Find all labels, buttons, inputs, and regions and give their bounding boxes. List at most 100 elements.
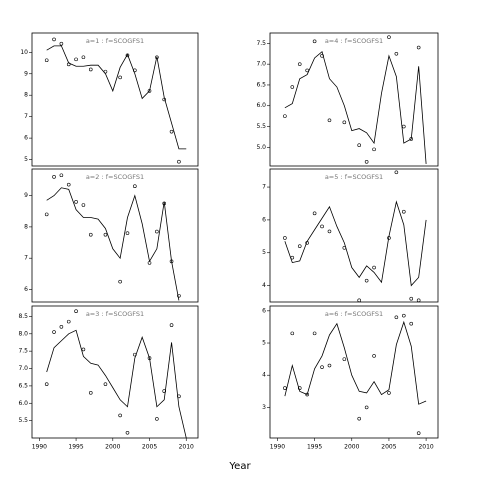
y-tick-label: 9 xyxy=(24,70,28,77)
y-tick-label: 7 xyxy=(24,255,28,262)
data-point xyxy=(327,363,332,368)
data-point xyxy=(387,391,391,395)
panel-frame xyxy=(31,305,199,439)
fit-line xyxy=(284,200,427,287)
data-point xyxy=(327,229,332,234)
data-point xyxy=(290,85,295,89)
data-point xyxy=(297,244,302,248)
data-point xyxy=(169,129,174,134)
data-point xyxy=(81,347,86,352)
data-point xyxy=(118,413,122,418)
data-point xyxy=(364,278,369,283)
panel-frame xyxy=(269,168,439,303)
data-point xyxy=(327,118,332,123)
y-tick-label: 6.0 xyxy=(256,102,266,109)
data-point xyxy=(103,232,108,237)
data-point xyxy=(342,357,347,361)
data-point xyxy=(409,321,414,326)
panel-frame xyxy=(31,32,199,167)
data-point xyxy=(52,330,56,334)
data-point xyxy=(297,386,302,390)
data-point xyxy=(305,392,309,397)
data-point xyxy=(169,323,174,327)
panel-frame xyxy=(269,305,439,439)
y-tick-label: 8 xyxy=(24,223,28,230)
fit-line xyxy=(46,45,187,150)
data-point xyxy=(372,265,376,270)
data-point xyxy=(394,51,399,56)
y-tick-label: 5.0 xyxy=(256,144,266,151)
y-tick-label: 6.5 xyxy=(256,81,266,88)
data-point xyxy=(177,293,181,298)
data-point xyxy=(290,331,295,336)
data-point xyxy=(74,200,78,204)
x-tick-label: 1990 xyxy=(270,444,285,451)
y-tick-label: 6 xyxy=(262,307,266,314)
data-point xyxy=(320,365,324,369)
data-point xyxy=(342,120,347,125)
data-point xyxy=(81,55,86,60)
y-tick-label: 5 xyxy=(24,156,28,163)
data-point xyxy=(88,391,93,395)
data-point xyxy=(402,209,406,214)
data-point xyxy=(357,298,362,303)
fit-line xyxy=(46,187,180,301)
x-tick-label: 2005 xyxy=(381,444,396,451)
data-point xyxy=(387,35,391,39)
data-point xyxy=(88,67,93,72)
y-tick-label: 7.5 xyxy=(256,40,266,47)
data-point xyxy=(372,147,376,152)
data-point xyxy=(357,416,362,421)
y-tick-label: 8.0 xyxy=(18,330,28,337)
data-point xyxy=(364,405,369,410)
data-point xyxy=(118,75,122,80)
data-point xyxy=(416,298,421,303)
y-tick-label: 7 xyxy=(262,184,266,191)
x-tick-label: 1995 xyxy=(307,444,322,451)
y-tick-label: 4 xyxy=(262,282,266,289)
data-point xyxy=(88,232,93,237)
data-point xyxy=(59,325,64,329)
y-tick-label: 5 xyxy=(262,340,266,347)
x-tick-label: 2005 xyxy=(142,444,157,451)
data-point xyxy=(44,382,49,386)
data-point xyxy=(52,37,56,42)
data-point xyxy=(74,57,78,62)
data-point xyxy=(103,382,108,386)
data-point xyxy=(312,211,317,216)
data-point xyxy=(416,45,421,50)
strip-title: a=6 : f=SCOGFS1 xyxy=(325,310,383,318)
y-tick-label: 6 xyxy=(262,216,266,223)
data-point xyxy=(177,159,181,164)
data-point xyxy=(118,279,122,284)
panel-frame xyxy=(269,32,439,167)
y-tick-label: 6.0 xyxy=(18,400,28,407)
y-tick-label: 7.5 xyxy=(18,348,28,355)
x-tick-label: 2000 xyxy=(105,444,120,451)
data-point xyxy=(283,114,287,118)
y-tick-label: 8 xyxy=(24,92,28,99)
data-point xyxy=(409,296,414,301)
data-point xyxy=(59,173,64,178)
y-tick-label: 4 xyxy=(262,372,266,379)
data-point xyxy=(312,331,317,336)
y-tick-label: 6.5 xyxy=(18,382,28,389)
data-point xyxy=(402,313,406,318)
data-point xyxy=(357,143,362,148)
x-tick-label: 1990 xyxy=(32,444,47,451)
x-tick-label: 2000 xyxy=(344,444,359,451)
y-tick-label: 7.0 xyxy=(256,61,266,68)
data-point xyxy=(52,175,56,179)
data-point xyxy=(66,182,71,187)
y-tick-label: 9 xyxy=(24,192,28,199)
y-tick-label: 5.5 xyxy=(18,417,28,424)
fit-line xyxy=(46,329,187,438)
data-point xyxy=(44,212,49,217)
fit-line xyxy=(284,320,427,405)
x-axis-label: Year xyxy=(228,461,251,472)
y-tick-label: 6 xyxy=(24,135,28,142)
strip-title: a=5 : f=SCOGFS1 xyxy=(325,173,383,181)
data-point xyxy=(320,224,324,229)
